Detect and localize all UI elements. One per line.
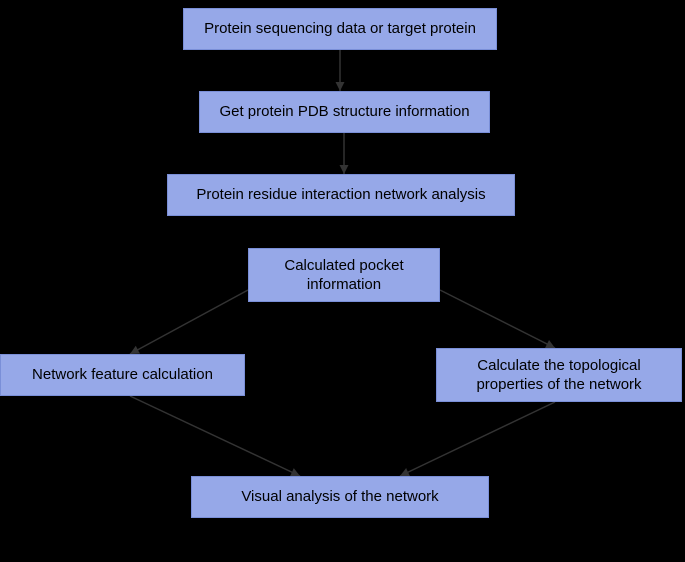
- flowchart-node-n1: Protein sequencing data or target protei…: [183, 8, 497, 50]
- flowchart-node-label: Calculated pocket information: [257, 256, 431, 295]
- flowchart-node-n4: Calculated pocket information: [248, 248, 440, 302]
- flowchart-node-label: Calculate the topological properties of …: [445, 356, 673, 395]
- flowchart-node-label: Get protein PDB structure information: [219, 102, 469, 122]
- flowchart-node-n3: Protein residue interaction network anal…: [167, 174, 515, 216]
- flowchart-node-label: Visual analysis of the network: [241, 487, 438, 507]
- flowchart-node-label: Protein residue interaction network anal…: [196, 185, 485, 205]
- flowchart-node-label: Protein sequencing data or target protei…: [204, 19, 476, 39]
- flowchart-node-label: Network feature calculation: [32, 365, 213, 385]
- flowchart-node-n5: Network feature calculation: [0, 354, 245, 396]
- flowchart-edge: [440, 290, 555, 348]
- flowchart-node-n7: Visual analysis of the network: [191, 476, 489, 518]
- flowchart-edge: [130, 290, 248, 354]
- flowchart-edge: [130, 396, 300, 476]
- flowchart-edge: [400, 402, 555, 476]
- flowchart-node-n2: Get protein PDB structure information: [199, 91, 490, 133]
- flowchart-node-n6: Calculate the topological properties of …: [436, 348, 682, 402]
